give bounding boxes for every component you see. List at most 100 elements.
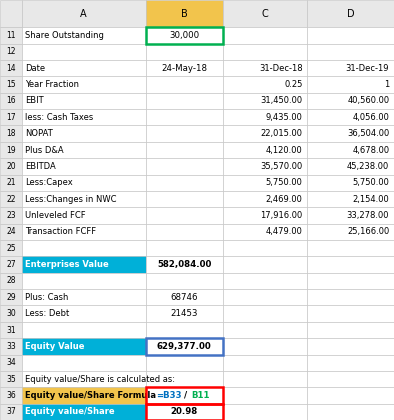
Text: 31,450.00: 31,450.00 bbox=[260, 97, 303, 105]
Text: 30,000: 30,000 bbox=[169, 31, 199, 40]
Bar bbox=[0, 60, 22, 76]
Text: 24-May-18: 24-May-18 bbox=[161, 64, 207, 73]
Text: 23: 23 bbox=[6, 211, 16, 220]
Text: 9,435.00: 9,435.00 bbox=[266, 113, 303, 122]
Bar bbox=[0, 0, 22, 27]
Bar bbox=[0, 109, 22, 126]
Bar bbox=[307, 175, 394, 191]
Text: 582,084.00: 582,084.00 bbox=[157, 260, 212, 269]
Bar bbox=[146, 273, 223, 289]
Bar bbox=[146, 338, 223, 354]
Bar bbox=[146, 60, 223, 76]
Bar bbox=[146, 0, 223, 27]
Bar bbox=[146, 207, 223, 223]
Bar bbox=[22, 371, 146, 387]
Bar bbox=[146, 322, 223, 338]
Text: Equity value/Share: Equity value/Share bbox=[25, 407, 114, 416]
Bar bbox=[0, 158, 22, 175]
Text: 36,504.00: 36,504.00 bbox=[347, 129, 389, 138]
Text: 22,015.00: 22,015.00 bbox=[260, 129, 303, 138]
Bar bbox=[146, 191, 223, 207]
Text: EBIT: EBIT bbox=[25, 97, 43, 105]
Text: 33,278.00: 33,278.00 bbox=[347, 211, 389, 220]
Bar bbox=[307, 158, 394, 175]
Bar bbox=[223, 93, 307, 109]
Bar bbox=[22, 305, 146, 322]
Text: Share Outstanding: Share Outstanding bbox=[25, 31, 104, 40]
Bar bbox=[0, 44, 22, 60]
Bar bbox=[0, 338, 22, 354]
Text: 28: 28 bbox=[6, 276, 16, 286]
Bar bbox=[307, 142, 394, 158]
Bar bbox=[146, 338, 223, 354]
Bar bbox=[146, 305, 223, 322]
Text: 17,916.00: 17,916.00 bbox=[260, 211, 303, 220]
Bar bbox=[146, 404, 223, 420]
Bar bbox=[0, 27, 22, 44]
Bar bbox=[0, 191, 22, 207]
Bar bbox=[22, 404, 146, 420]
Bar bbox=[0, 354, 22, 371]
Text: Less: Debt: Less: Debt bbox=[25, 309, 69, 318]
Bar bbox=[307, 207, 394, 223]
Bar bbox=[22, 223, 146, 240]
Text: 5,750.00: 5,750.00 bbox=[352, 178, 389, 187]
Bar bbox=[307, 256, 394, 273]
Bar bbox=[307, 404, 394, 420]
Bar bbox=[223, 305, 307, 322]
Bar bbox=[22, 0, 146, 27]
Text: 18: 18 bbox=[6, 129, 16, 138]
Text: 0.25: 0.25 bbox=[284, 80, 303, 89]
Bar bbox=[223, 158, 307, 175]
Bar bbox=[146, 387, 223, 404]
Bar bbox=[146, 44, 223, 60]
Text: =B33: =B33 bbox=[156, 391, 182, 400]
Bar bbox=[0, 371, 22, 387]
Bar bbox=[146, 158, 223, 175]
Bar bbox=[0, 322, 22, 338]
Bar bbox=[0, 76, 22, 93]
Bar bbox=[22, 191, 146, 207]
Bar bbox=[223, 27, 307, 44]
Text: Equity value/Share Formula: Equity value/Share Formula bbox=[25, 391, 156, 400]
Bar bbox=[146, 93, 223, 109]
Bar bbox=[0, 126, 22, 142]
Bar bbox=[223, 44, 307, 60]
Bar bbox=[22, 273, 146, 289]
Bar bbox=[0, 207, 22, 223]
Bar bbox=[307, 354, 394, 371]
Text: 31-Dec-19: 31-Dec-19 bbox=[346, 64, 389, 73]
Bar bbox=[22, 256, 146, 273]
Text: 4,120.00: 4,120.00 bbox=[266, 145, 303, 155]
Text: 15: 15 bbox=[6, 80, 16, 89]
Bar bbox=[307, 240, 394, 256]
Text: A: A bbox=[80, 9, 87, 18]
Bar bbox=[307, 371, 394, 387]
Bar bbox=[146, 27, 223, 44]
Bar bbox=[146, 223, 223, 240]
Bar bbox=[22, 354, 146, 371]
Bar bbox=[223, 60, 307, 76]
Bar bbox=[146, 175, 223, 191]
Text: 25: 25 bbox=[6, 244, 16, 253]
Text: Date: Date bbox=[25, 64, 45, 73]
Text: 68746: 68746 bbox=[171, 293, 198, 302]
Bar bbox=[22, 93, 146, 109]
Bar bbox=[0, 142, 22, 158]
Text: 5,750.00: 5,750.00 bbox=[266, 178, 303, 187]
Text: 19: 19 bbox=[6, 145, 16, 155]
Bar bbox=[223, 404, 307, 420]
Text: Equity value/Share is calculated as:: Equity value/Share is calculated as: bbox=[25, 375, 175, 383]
Bar bbox=[307, 76, 394, 93]
Bar bbox=[307, 109, 394, 126]
Bar bbox=[22, 338, 146, 354]
Text: 30: 30 bbox=[6, 309, 16, 318]
Bar bbox=[223, 223, 307, 240]
Text: C: C bbox=[262, 9, 268, 18]
Text: Year Fraction: Year Fraction bbox=[25, 80, 79, 89]
Bar bbox=[223, 191, 307, 207]
Text: 2,154.00: 2,154.00 bbox=[353, 194, 389, 204]
Text: EBITDA: EBITDA bbox=[25, 162, 56, 171]
Text: 21453: 21453 bbox=[171, 309, 198, 318]
Bar bbox=[146, 126, 223, 142]
